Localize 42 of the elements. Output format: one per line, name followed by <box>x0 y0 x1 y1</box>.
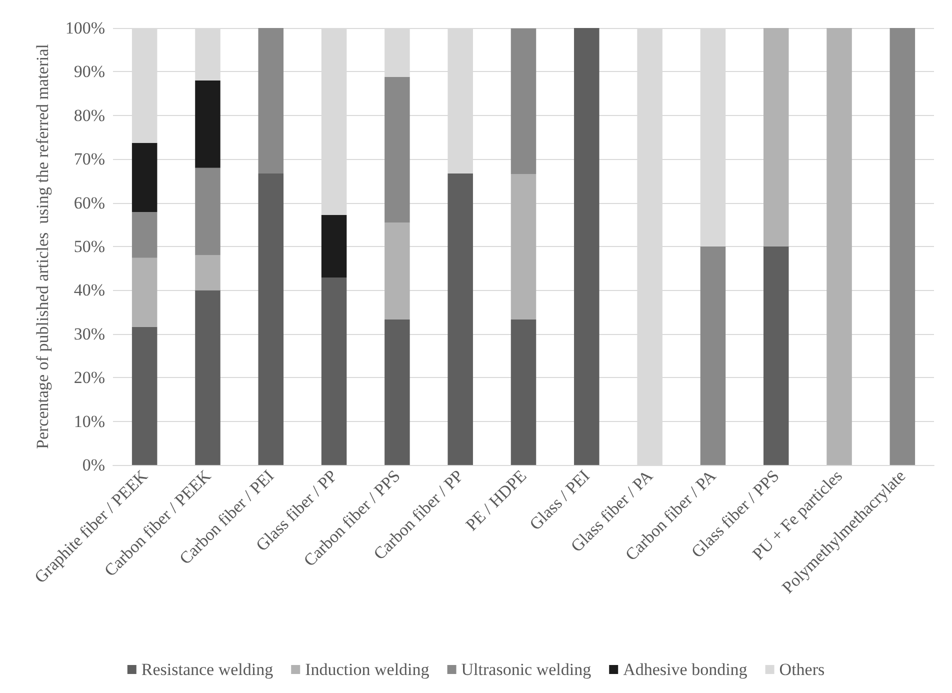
y-tick-label: 80% <box>74 106 105 125</box>
legend-label: Others <box>779 660 825 679</box>
bar <box>510 319 536 465</box>
bar <box>700 246 726 465</box>
bar <box>321 278 347 465</box>
bar <box>195 255 220 290</box>
bar <box>321 215 347 278</box>
y-tick-label: 50% <box>74 237 105 256</box>
bar <box>132 326 158 465</box>
y-tick-label: 30% <box>74 324 105 344</box>
bar <box>574 28 600 465</box>
legend-label: Induction welding <box>305 660 430 679</box>
y-tick-label: 70% <box>74 150 105 169</box>
y-tick-label: 40% <box>74 280 105 300</box>
bar <box>195 290 220 465</box>
legend-label: Resistance welding <box>141 660 274 679</box>
y-tick-label: 0% <box>82 456 105 474</box>
bar <box>384 319 410 465</box>
y-tick-label: 60% <box>74 193 105 212</box>
bar <box>384 222 410 320</box>
y-tick-label: 20% <box>74 368 105 388</box>
y-tick-label: 100% <box>65 18 105 38</box>
bar <box>132 258 158 327</box>
y-tick-label: 10% <box>74 412 105 431</box>
legend-label: Adhesive bonding <box>623 660 748 679</box>
bar <box>132 142 158 212</box>
y-tick-label: 90% <box>74 62 105 82</box>
bar <box>132 212 158 258</box>
bar <box>384 76 410 222</box>
bar <box>258 174 284 465</box>
bar <box>763 28 789 246</box>
bar <box>258 28 284 174</box>
legend-label: Ultrasonic welding <box>461 660 592 679</box>
bar <box>195 80 220 168</box>
bar <box>195 168 220 256</box>
bar <box>510 174 536 320</box>
bar <box>448 174 473 465</box>
bar <box>763 246 789 465</box>
y-axis-title: Percentage of published articles using the referred material <box>33 44 52 449</box>
bar <box>826 28 852 465</box>
bar <box>890 28 916 465</box>
bar <box>510 28 536 174</box>
